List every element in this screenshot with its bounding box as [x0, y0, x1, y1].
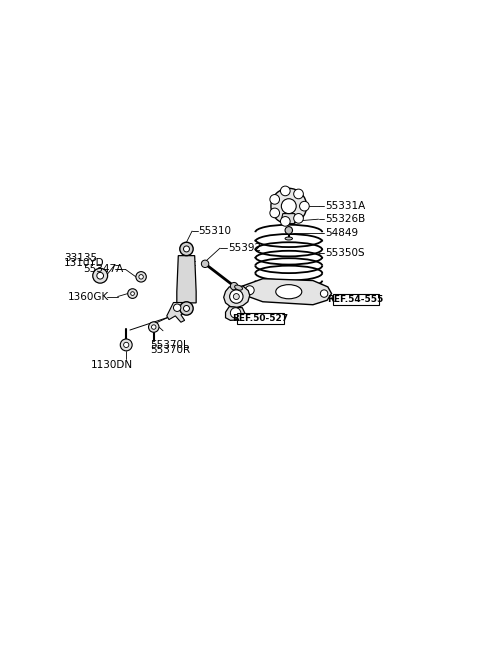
Text: 1130DN: 1130DN [91, 360, 133, 370]
Circle shape [180, 302, 193, 315]
Circle shape [183, 305, 190, 311]
Text: 55326B: 55326B [325, 214, 365, 224]
Text: 55370R: 55370R [150, 345, 190, 355]
Ellipse shape [235, 285, 242, 290]
Circle shape [280, 217, 290, 226]
Circle shape [93, 269, 108, 283]
Ellipse shape [285, 237, 292, 240]
Circle shape [139, 274, 144, 279]
Circle shape [245, 286, 254, 295]
Circle shape [285, 227, 292, 234]
Circle shape [136, 272, 146, 282]
Text: 33135: 33135 [64, 253, 97, 263]
Text: 55370L: 55370L [150, 340, 189, 350]
Text: REF.50-527: REF.50-527 [232, 314, 288, 324]
Circle shape [270, 208, 279, 217]
Polygon shape [177, 255, 196, 303]
Circle shape [173, 304, 181, 311]
Circle shape [152, 325, 156, 329]
FancyBboxPatch shape [238, 313, 284, 324]
Circle shape [271, 188, 307, 224]
Circle shape [124, 343, 129, 348]
Polygon shape [167, 303, 189, 322]
Circle shape [230, 308, 241, 318]
Text: 54849: 54849 [325, 227, 358, 238]
Circle shape [202, 260, 209, 267]
Text: 55331A: 55331A [325, 201, 365, 211]
Circle shape [183, 246, 190, 252]
Circle shape [120, 339, 132, 351]
Circle shape [294, 214, 303, 223]
Circle shape [270, 195, 279, 204]
Polygon shape [224, 286, 250, 308]
Circle shape [148, 322, 159, 332]
Circle shape [128, 289, 137, 299]
Circle shape [321, 290, 328, 297]
Circle shape [294, 189, 303, 198]
Circle shape [280, 186, 290, 196]
Circle shape [229, 290, 243, 303]
Circle shape [233, 293, 240, 299]
Text: 1360GK: 1360GK [67, 291, 108, 301]
Polygon shape [281, 214, 296, 223]
FancyBboxPatch shape [333, 294, 379, 305]
Polygon shape [226, 307, 245, 320]
Circle shape [97, 272, 104, 279]
Text: 55310: 55310 [198, 226, 231, 236]
Polygon shape [242, 278, 332, 305]
Text: 55350S: 55350S [325, 248, 364, 257]
Text: 55347A: 55347A [84, 265, 124, 274]
Text: 1310YD: 1310YD [64, 258, 104, 268]
Circle shape [300, 201, 309, 211]
Text: REF.54-555: REF.54-555 [328, 295, 384, 304]
Circle shape [230, 282, 238, 290]
Circle shape [131, 291, 134, 295]
Ellipse shape [276, 285, 302, 299]
Text: 55392: 55392 [228, 243, 261, 253]
Circle shape [281, 198, 296, 214]
Circle shape [180, 242, 193, 255]
